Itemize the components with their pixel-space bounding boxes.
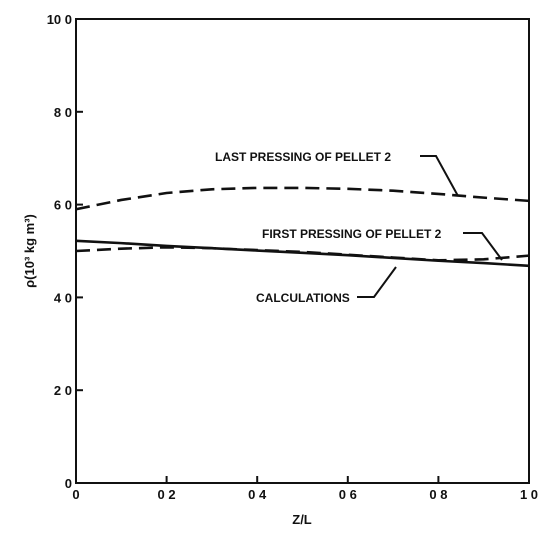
series-line-3: [75, 239, 530, 268]
y-tick-label: 6 0: [54, 198, 72, 213]
y-tick-label: 8 0: [54, 105, 72, 120]
x-tick-label: 0 2: [158, 487, 176, 502]
annotation-first-pressing: FIRST PRESSING OF PELLET 2: [262, 227, 442, 241]
last-pressing-leader: [420, 155, 459, 197]
annotation-calculations: CALCULATIONS: [256, 291, 350, 305]
x-tick-label: 0 4: [248, 487, 267, 502]
x-tick-label: 1 0: [520, 487, 538, 502]
first-pressing-leader: [463, 232, 503, 261]
x-tick-label: 0 6: [339, 487, 357, 502]
series-line-2: [75, 245, 530, 262]
series-line-1: [75, 186, 530, 211]
y-tick-label: 0: [65, 476, 72, 491]
series-layer: [75, 186, 530, 268]
calculations-leader: [357, 266, 397, 298]
y-tick-label: 10 0: [47, 12, 72, 27]
y-axis-title: ρ(10³ kg m³): [22, 214, 37, 288]
x-tick-label: 0 8: [429, 487, 447, 502]
y-tick-label: 4 0: [54, 290, 72, 305]
x-axis-title: Z/L: [292, 512, 312, 527]
y-tick-label: 2 0: [54, 383, 72, 398]
axis-ticks: 0 0 2 0 4 0 6 0 8 1 0 0 2 0 4 0 6 0 8 0 10 0: [47, 12, 538, 502]
plot-area-frame: [75, 18, 530, 484]
annotation-last-pressing: LAST PRESSING OF PELLET 2: [215, 150, 391, 164]
x-tick-label: 0: [72, 487, 79, 502]
